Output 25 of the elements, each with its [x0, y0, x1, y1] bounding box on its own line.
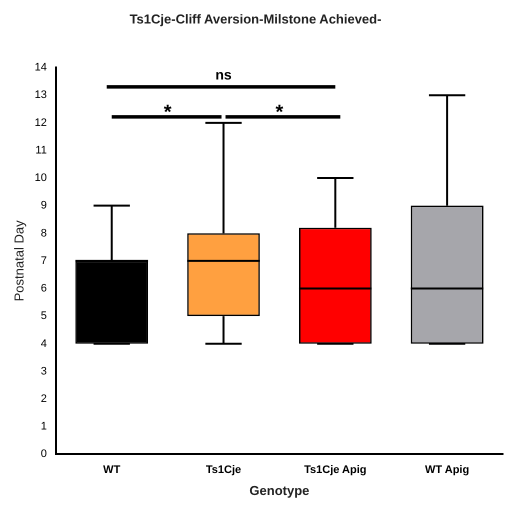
y-tick-label: 0 [40, 448, 47, 460]
y-tick-label: 9 [40, 200, 47, 212]
x-tick-label: Ts1Cje [206, 464, 242, 476]
y-axis-title: Postnatal Day [11, 220, 26, 302]
annotation: ns [215, 66, 232, 83]
y-tick-label: 10 [34, 172, 47, 184]
y-tick-label: 11 [35, 144, 47, 156]
x-tick-label: WT Apig [425, 464, 470, 476]
annotation: * [276, 101, 284, 124]
y-tick-label: 2 [40, 393, 47, 406]
x-axis-title: Genotype [249, 482, 310, 498]
y-tick-label: 5 [40, 310, 47, 322]
y-tick-label: 14 [34, 62, 47, 74]
y-tick-label: 4 [40, 338, 47, 350]
y-tick-label: 1 [40, 420, 47, 433]
x-tick-label: WT [103, 464, 121, 476]
annotation: * [164, 101, 172, 124]
y-tick-label: 8 [40, 227, 47, 240]
y-tick-label: 12 [34, 116, 47, 129]
y-tick-label: 6 [40, 282, 47, 295]
y-tick-label: 3 [40, 365, 47, 378]
chart-title: Ts1Cje-Cliff Aversion-Milstone Achieved- [130, 11, 382, 26]
x-tick-label: Ts1Cje Apig [304, 464, 366, 476]
y-tick-label: 13 [34, 89, 47, 102]
y-tick-label: 7 [40, 254, 47, 267]
